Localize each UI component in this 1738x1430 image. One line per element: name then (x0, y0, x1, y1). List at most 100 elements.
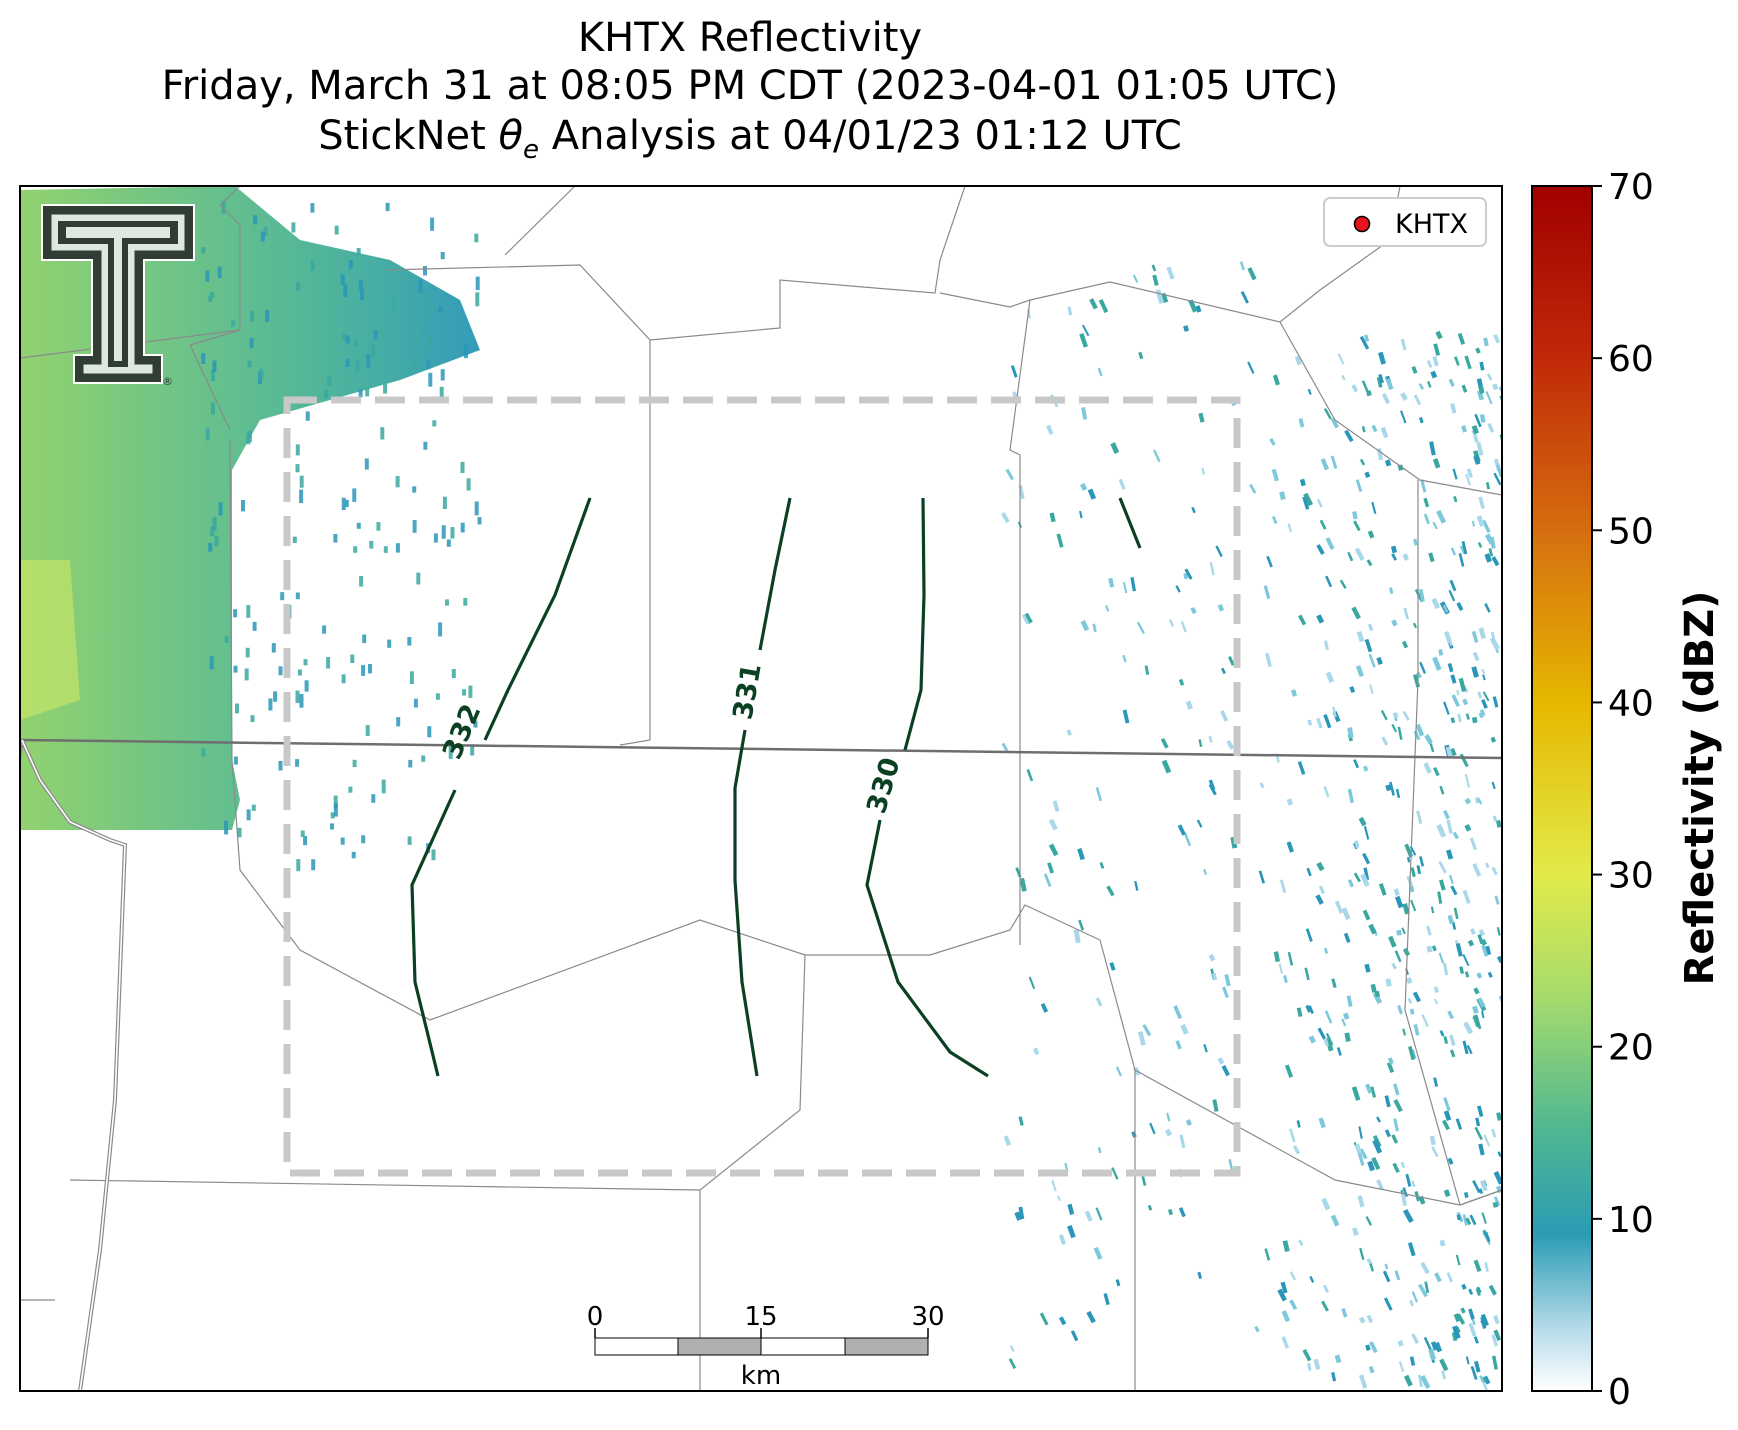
reflectivity-speckle (1321, 1300, 1329, 1312)
reflectivity-speckle (1264, 1248, 1271, 1261)
reflectivity-speckle (1132, 274, 1139, 283)
reflectivity-speckle (474, 501, 479, 516)
reflectivity-speckle (1390, 545, 1398, 554)
reflectivity-speckle (343, 284, 348, 298)
reflectivity-speckle (330, 823, 334, 830)
reflectivity-speckle (1462, 889, 1471, 904)
reflectivity-speckle (1190, 607, 1197, 615)
reflectivity-speckle (1434, 1341, 1443, 1353)
reflectivity-speckle (1178, 1207, 1186, 1218)
reflectivity-speckle (1438, 879, 1446, 891)
reflectivity-speckle (1376, 656, 1383, 666)
reflectivity-speckle (1424, 1281, 1430, 1294)
reflectivity-speckle (297, 669, 302, 676)
reflectivity-speckle (463, 597, 468, 606)
reflectivity-speckle (1480, 1179, 1488, 1192)
reflectivity-speckle (1429, 1135, 1436, 1146)
reflectivity-speckle (1271, 515, 1278, 525)
reflectivity-speckle (1369, 684, 1374, 694)
reflectivity-speckle (1363, 867, 1370, 881)
reflectivity-speckle (1492, 815, 1498, 822)
reflectivity-speckle (1437, 891, 1443, 904)
reflectivity-speckle (1321, 1197, 1331, 1211)
reflectivity-speckle (1418, 383, 1424, 390)
reflectivity-speckle (1478, 385, 1485, 395)
reflectivity-speckle (1436, 823, 1447, 838)
reflectivity-speckle (1185, 1119, 1192, 1127)
reflectivity-speckle (1410, 867, 1416, 878)
reflectivity-speckle (1402, 553, 1410, 561)
reflectivity-speckle (1498, 995, 1502, 1005)
reflectivity-speckle (1122, 582, 1128, 594)
reflectivity-speckle (1099, 862, 1105, 869)
reflectivity-speckle (1412, 622, 1418, 629)
reflectivity-speckle (1220, 710, 1229, 722)
reflectivity-speckle (358, 389, 363, 398)
reflectivity-speckle (1442, 962, 1449, 976)
reflectivity-speckle (1496, 1112, 1502, 1121)
reflectivity-speckle (1086, 1310, 1096, 1324)
reflectivity-speckle (470, 744, 475, 756)
reflectivity-speckle (1347, 879, 1354, 888)
reflectivity-speckle (1438, 649, 1444, 656)
reflectivity-speckle (352, 759, 357, 768)
reflectivity-speckle (1286, 841, 1294, 853)
reflectivity-speckle (1432, 521, 1438, 530)
reflectivity-speckle (1397, 1004, 1403, 1015)
reflectivity-speckle (1095, 1207, 1103, 1221)
reflectivity-speckle (1359, 1247, 1365, 1261)
reflectivity-speckle (361, 665, 366, 676)
reflectivity-speckle (1499, 395, 1502, 403)
reflectivity-speckle (1391, 723, 1398, 733)
reflectivity-speckle (1400, 1192, 1407, 1206)
reflectivity-speckle (1359, 1374, 1368, 1389)
reflectivity-speckle (1263, 585, 1271, 600)
reflectivity-speckle (1351, 1227, 1359, 1236)
reflectivity-speckle (299, 694, 304, 708)
reflectivity-speckle (1431, 945, 1437, 952)
reflectivity-speckle (245, 647, 250, 658)
reflectivity-speckle (353, 339, 358, 347)
reflectivity-speckle (295, 759, 300, 767)
reflectivity-speckle (1203, 1043, 1208, 1053)
reflectivity-speckle (1476, 515, 1485, 527)
reflectivity-speckle (1175, 585, 1181, 593)
reflectivity-speckle (1355, 665, 1364, 678)
reflectivity-speckle (1477, 691, 1483, 699)
reflectivity-speckle (1381, 393, 1391, 405)
contour-fragment (1118, 497, 1142, 549)
reflectivity-speckle (1197, 1271, 1203, 1280)
reflectivity-speckle (1039, 1312, 1049, 1326)
reflectivity-speckle (1485, 482, 1491, 490)
reflectivity-speckle (305, 411, 310, 421)
reflectivity-speckle (1456, 1313, 1466, 1325)
reflectivity-speckle (1313, 1358, 1321, 1370)
reflectivity-speckle (1447, 1010, 1454, 1020)
reflectivity-speckle (1161, 759, 1172, 774)
reflectivity-speckle (292, 536, 297, 543)
reflectivity-speckle (1456, 602, 1464, 612)
reflectivity-speckle (1433, 1077, 1439, 1087)
contour-330-line (903, 497, 926, 751)
reflectivity-speckle (1330, 417, 1339, 429)
reflectivity-speckle (1458, 553, 1465, 567)
reflectivity-speckle (1304, 967, 1310, 981)
reflectivity-speckle (1393, 1083, 1400, 1096)
reflectivity-speckle (1354, 840, 1360, 849)
reflectivity-speckle (1364, 471, 1371, 478)
reflectivity-speckle (1478, 929, 1486, 937)
reflectivity-speckle (1392, 1162, 1400, 1173)
reflectivity-speckle (1376, 1179, 1384, 1191)
reflectivity-speckle (438, 306, 443, 313)
reflectivity-speckle (1110, 442, 1120, 454)
reflectivity-speckle (427, 726, 432, 738)
colorbar: 70 60 50 40 30 20 10 0 Reflectivity (dBZ) (1531, 167, 1723, 1413)
reflectivity-speckle (1485, 862, 1490, 869)
reflectivity-speckle (1228, 1159, 1234, 1171)
reflectivity-speckle (1325, 1032, 1334, 1046)
reflectivity-speckle (1418, 1195, 1426, 1205)
reflectivity-speckle (201, 353, 206, 364)
reflectivity-speckle (1492, 696, 1499, 708)
reflectivity-speckle (1395, 788, 1401, 799)
reflectivity-speckle (1462, 954, 1470, 967)
